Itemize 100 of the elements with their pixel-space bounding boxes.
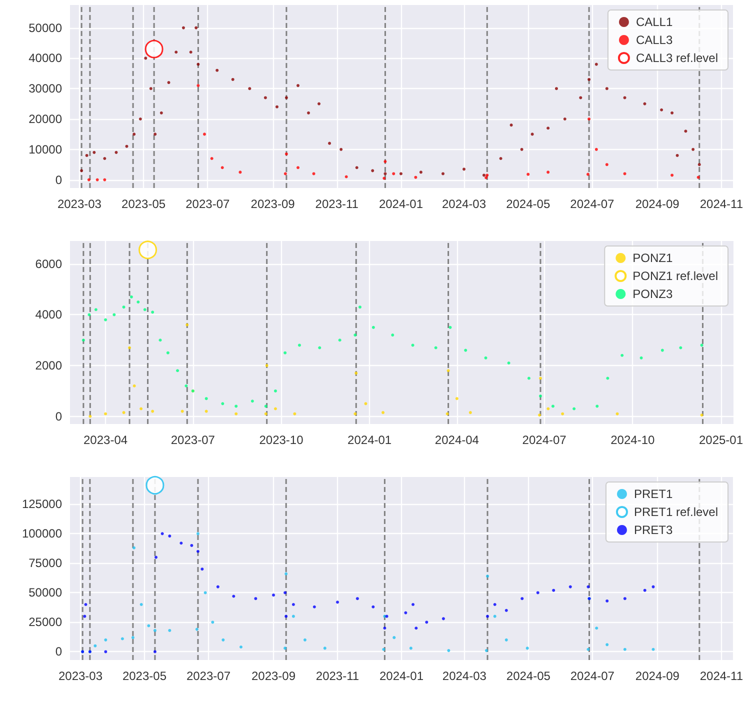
point (200, 568, 204, 571)
point (698, 163, 701, 166)
x-tick-label: 2023-03 (58, 669, 103, 683)
legend-label: CALL1 (636, 15, 673, 29)
x-tick-label: 2024-05 (506, 197, 550, 211)
legend-label: CALL3 ref.level (636, 51, 718, 65)
point (484, 176, 488, 180)
point (643, 102, 646, 106)
x-tick-label: 2024-01 (348, 433, 392, 447)
point (144, 56, 148, 60)
point (538, 376, 542, 380)
point (284, 172, 287, 176)
point (447, 649, 450, 652)
point (292, 603, 295, 606)
x-tick-label: 2023-11 (315, 197, 359, 211)
point (526, 172, 530, 176)
point (586, 172, 590, 176)
point (84, 603, 88, 606)
point (194, 26, 198, 30)
point (284, 646, 287, 650)
point (684, 130, 688, 133)
x-tick-label: 2024-11 (700, 197, 744, 211)
y-tick-label: 0 (55, 172, 62, 187)
legend-label: PONZ3 (632, 287, 673, 301)
point (180, 542, 183, 545)
x-tick-label: 2024-07 (522, 433, 567, 447)
point (195, 628, 198, 631)
point (442, 617, 445, 620)
point (652, 585, 655, 588)
x-tick-label: 2023-11 (316, 669, 360, 683)
point (151, 310, 154, 314)
point (588, 78, 591, 81)
point (382, 411, 385, 414)
x-tick-label: 2024-03 (442, 197, 486, 211)
point (419, 170, 422, 174)
point (166, 351, 170, 354)
point (210, 157, 214, 160)
point (414, 176, 418, 179)
point (204, 397, 208, 400)
point (103, 157, 106, 160)
x-tick-label: 2024-10 (610, 433, 655, 447)
x-tick-label: 2024-09 (635, 669, 680, 683)
point (220, 166, 224, 170)
point (186, 323, 189, 326)
point (132, 132, 136, 136)
x-tick-label: 2023-10 (259, 433, 304, 447)
point (670, 111, 674, 114)
point (446, 412, 449, 416)
point (448, 326, 452, 329)
point (605, 163, 608, 166)
point (274, 407, 277, 410)
point (154, 556, 158, 559)
x-tick-label: 2023-04 (84, 433, 128, 447)
point (623, 597, 626, 600)
point (153, 650, 156, 654)
point (546, 126, 550, 130)
point (493, 603, 496, 606)
point (484, 356, 488, 360)
point (623, 172, 626, 176)
point (586, 585, 590, 588)
point (234, 412, 238, 416)
point (216, 585, 220, 588)
point (296, 166, 300, 170)
point (112, 313, 116, 316)
point (122, 306, 126, 309)
point (92, 150, 96, 154)
point (652, 648, 655, 651)
point (196, 62, 200, 66)
point (234, 404, 238, 408)
x-tick-label: 2023-07 (186, 669, 231, 683)
point (425, 620, 428, 624)
point (284, 591, 287, 594)
point (82, 338, 85, 342)
x-tick-label: 2023-05 (122, 669, 167, 683)
point (222, 638, 225, 642)
point (344, 175, 348, 178)
point (606, 643, 609, 646)
point (190, 544, 194, 547)
point (250, 400, 254, 403)
point (130, 295, 133, 298)
point (660, 348, 664, 352)
point (623, 96, 626, 100)
point (676, 154, 679, 157)
point (167, 81, 170, 84)
point (371, 169, 374, 172)
point (151, 410, 154, 413)
point (196, 532, 200, 536)
point (384, 172, 387, 176)
point (104, 318, 108, 322)
point (384, 160, 387, 164)
x-tick-label: 2024-01 (378, 197, 424, 211)
x-tick-label: 2023-05 (122, 197, 166, 211)
point (298, 344, 301, 347)
x-tick-label: 2023-07 (170, 433, 216, 447)
legend-label: CALL3 (636, 33, 673, 47)
point (372, 605, 375, 608)
point (196, 84, 200, 88)
point (80, 169, 84, 172)
point (264, 412, 268, 416)
point (211, 620, 214, 624)
